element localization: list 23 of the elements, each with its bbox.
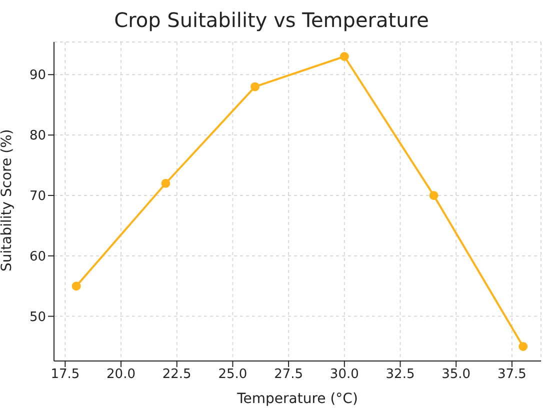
x-tick-label: 17.5	[50, 367, 80, 382]
x-axis-title: Temperature (°C)	[236, 391, 358, 407]
y-tick-label: 80	[29, 128, 46, 144]
x-tick-label: 27.5	[274, 367, 304, 382]
x-tick-label: 22.5	[162, 367, 192, 382]
x-tick-label: 25.0	[218, 367, 248, 382]
y-tick-label: 50	[29, 310, 46, 325]
point	[429, 190, 438, 200]
x-tick-label: 37.5	[497, 367, 526, 382]
point	[518, 342, 528, 351]
x-tick-label: 20.0	[106, 367, 136, 382]
y-tick-label: 90	[29, 68, 46, 84]
point	[250, 82, 260, 92]
chart-title: Crop Suitability vs Temperature	[113, 8, 430, 32]
point	[72, 282, 81, 291]
point	[161, 178, 170, 188]
y-tick-label: 70	[29, 189, 46, 204]
x-tick-label: 35.0	[442, 367, 471, 382]
y-axis-title: Suitability Score (%)	[0, 129, 15, 272]
point	[340, 52, 349, 61]
x-tick-label: 30.0	[330, 367, 359, 382]
y-tick-label: 60	[29, 249, 46, 264]
x-tick-label: 32.5	[386, 367, 415, 382]
